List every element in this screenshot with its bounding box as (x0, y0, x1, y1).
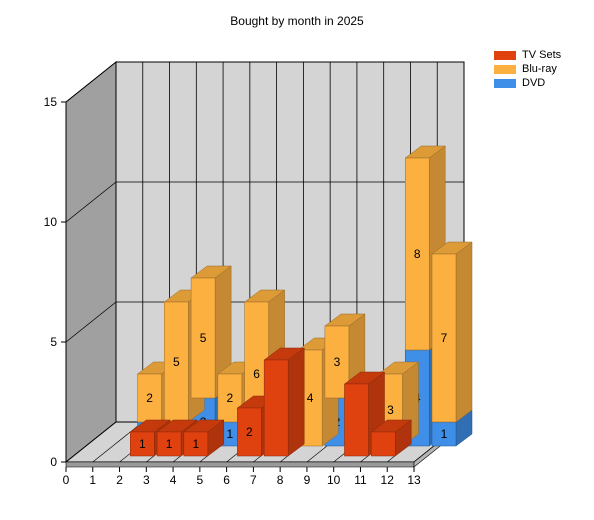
bar-value-label: 3 (387, 403, 394, 417)
y-tick-label: 15 (44, 95, 58, 109)
legend-label-tv-sets: TV Sets (522, 49, 562, 61)
bar-value-label: 5 (200, 331, 207, 345)
legend-swatch-blu-ray (494, 64, 516, 74)
x-tick-label: 8 (277, 473, 284, 487)
bar-tv-sets (183, 431, 209, 457)
legend-item-tv-sets: TV Sets (494, 48, 561, 62)
bar-value-label: 2 (227, 391, 234, 405)
bar-value-label: 5 (173, 355, 180, 369)
bar-value-label: 4 (307, 391, 314, 405)
bar-tv-sets (237, 407, 262, 457)
x-tick-label: 13 (407, 473, 421, 487)
x-tick-label: 1 (89, 473, 96, 487)
bar-blu-ray (190, 277, 216, 399)
x-tick-label: 2 (116, 473, 123, 487)
bar-value-label: 1 (227, 427, 234, 441)
bar-value-label: 6 (253, 367, 260, 381)
x-tick-label: 7 (250, 473, 257, 487)
legend-swatch-tv-sets (494, 50, 516, 60)
bar-blu-ray (137, 373, 162, 423)
bar-value-label: 3 (334, 355, 341, 369)
x-tick-label: 3 (143, 473, 150, 487)
y-tick-label: 5 (50, 335, 57, 349)
bar-value-label: 7 (441, 331, 448, 345)
legend-label-dvd: DVD (522, 77, 546, 89)
legend-swatch-dvd (494, 78, 516, 88)
bar-tv-sets (130, 431, 155, 457)
bar-value-label: 2 (246, 425, 253, 439)
bar-tv-sets (370, 431, 396, 457)
legend: TV Sets Blu-ray DVD (494, 48, 561, 90)
y-tick-label: 10 (44, 215, 58, 229)
bar-blu-ray (431, 253, 457, 423)
x-tick-label: 6 (223, 473, 230, 487)
bar-tv-sets (344, 383, 369, 457)
bar-value-label: 2 (146, 391, 153, 405)
bar-side-tv-sets (287, 347, 305, 457)
x-tick-label: 0 (63, 473, 70, 487)
bar-value-label: 1 (193, 437, 200, 451)
x-tick-label: 5 (197, 473, 204, 487)
gridline-y-side (65, 301, 117, 343)
x-tick-label: 10 (327, 473, 341, 487)
legend-label-blu-ray: Blu-ray (522, 63, 557, 75)
x-tick-label: 4 (170, 473, 177, 487)
floor-edge (65, 461, 415, 468)
y-tick-label: 0 (50, 455, 57, 469)
bar-value-label: 1 (139, 437, 146, 451)
bar-blu-ray (404, 157, 430, 351)
bar-value-label: 1 (166, 437, 173, 451)
bar-value-label: 1 (441, 427, 448, 441)
bar-side-blu-ray (455, 241, 473, 423)
bar-tv-sets (156, 431, 182, 457)
gridline-y-side (65, 61, 117, 103)
x-tick-label: 11 (354, 473, 367, 487)
bar-tv-sets (263, 359, 289, 457)
x-tick-label: 12 (381, 473, 395, 487)
chart-title: Bought by month in 2025 (230, 14, 364, 28)
x-tick-label: 9 (304, 473, 311, 487)
legend-item-dvd: DVD (494, 76, 561, 90)
bar-value-label: 8 (414, 247, 421, 261)
left-wall (65, 60, 117, 464)
gridline-y-side (65, 181, 117, 223)
legend-item-blu-ray: Blu-ray (494, 62, 561, 76)
